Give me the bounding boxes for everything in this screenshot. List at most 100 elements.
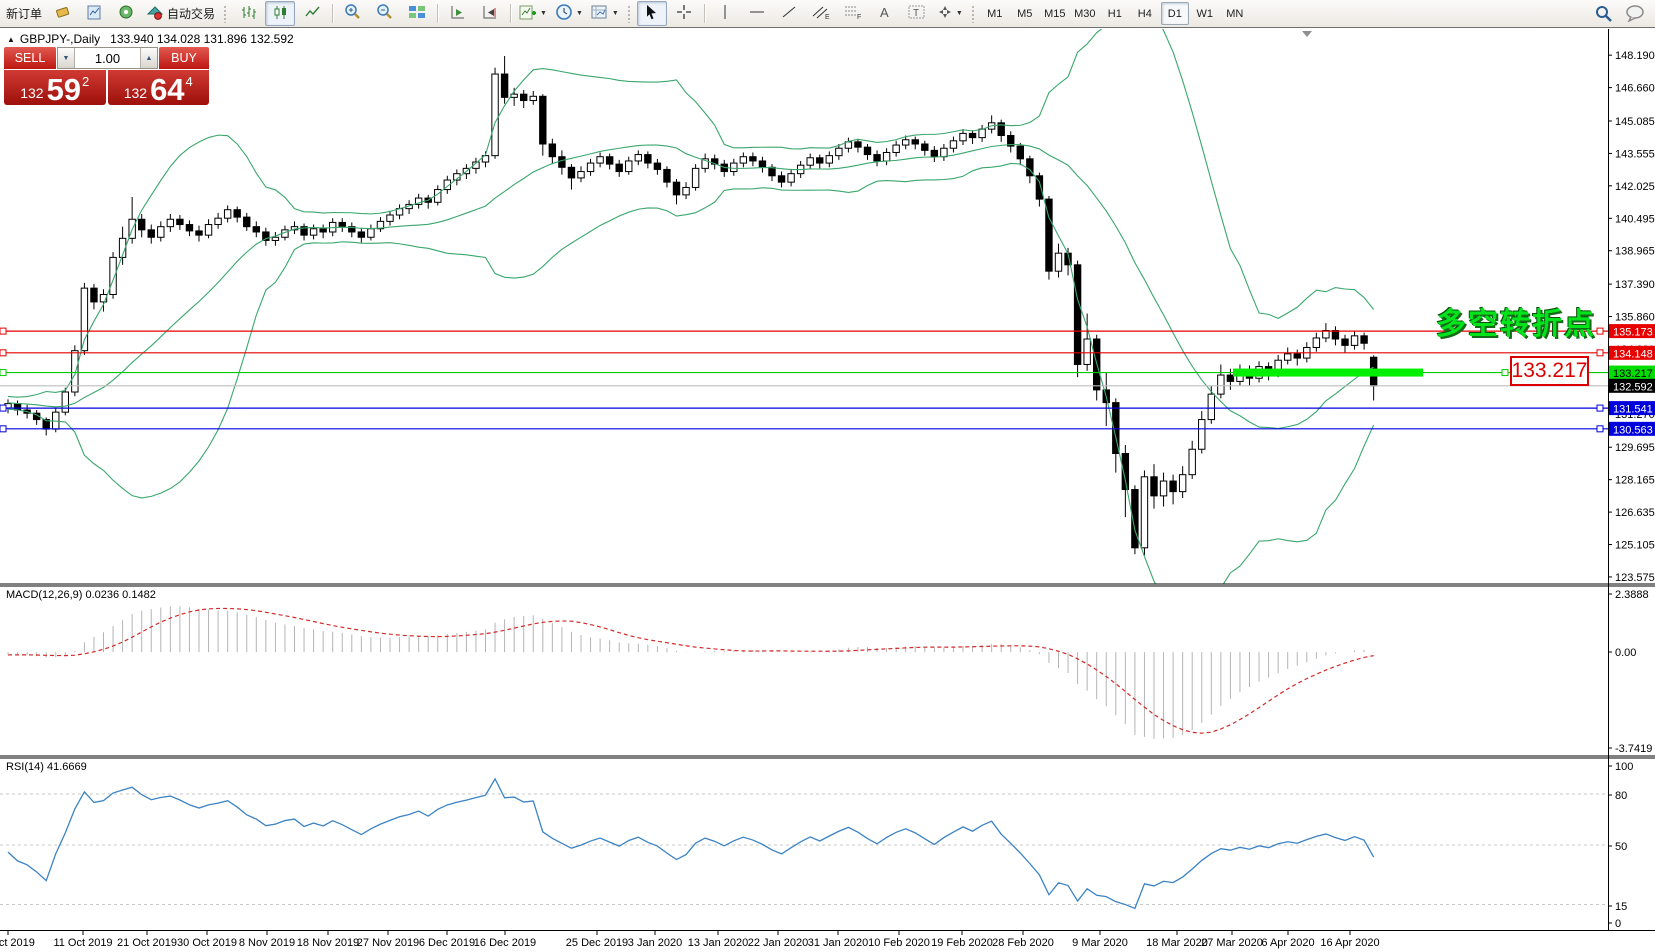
svg-text:0: 0: [1615, 918, 1621, 930]
hline-handle[interactable]: [0, 349, 7, 357]
toolbar-separator: [332, 4, 334, 23]
buy-button[interactable]: BUY: [159, 47, 209, 69]
hline-handle[interactable]: [1596, 425, 1604, 433]
chevron-down-icon: ▼: [575, 10, 583, 17]
hline-handle[interactable]: [1596, 404, 1604, 412]
svg-text:134.148: 134.148: [1613, 348, 1653, 360]
bollinger-lower-band: [7, 162, 1375, 584]
indicators-button[interactable]: ▼: [516, 1, 550, 26]
cursor-icon: [644, 4, 659, 23]
tab-timeframe-h4[interactable]: H4: [1137, 7, 1152, 20]
fibonacci-tool-button[interactable]: F: [838, 1, 868, 26]
svg-text:6 Apr 2020: 6 Apr 2020: [1261, 937, 1314, 949]
chart-shift-button[interactable]: [475, 1, 505, 26]
hline-handle[interactable]: [0, 369, 7, 377]
label-tool-button[interactable]: T: [902, 1, 932, 26]
chevron-down-icon: ▼: [611, 10, 619, 17]
profiles-button[interactable]: [79, 1, 109, 26]
vline-tool-button[interactable]: [710, 1, 740, 26]
sell-button[interactable]: SELL: [4, 47, 56, 69]
svg-text:135.860: 135.860: [1615, 312, 1655, 324]
svg-text:3 Jan 2020: 3 Jan 2020: [628, 937, 682, 949]
price-badge-133.217: [1609, 365, 1655, 380]
tab-timeframe-w1[interactable]: W1: [1196, 7, 1214, 20]
arrows-icon: [937, 4, 953, 23]
hline-handle[interactable]: [0, 425, 7, 433]
svg-text:25 Dec 2019: 25 Dec 2019: [566, 937, 628, 949]
macd-pane: [7, 606, 1375, 739]
cursor-tool-button[interactable]: [636, 1, 667, 26]
tab-timeframe-m15[interactable]: M15: [1044, 7, 1066, 20]
volume-increase-button[interactable]: ▲: [140, 48, 157, 68]
candlestick-button[interactable]: [265, 1, 296, 26]
autotrading-button[interactable]: 自动交易: [143, 1, 218, 26]
ohlc-bars-button[interactable]: [233, 1, 263, 26]
price-badge-135.173: [1609, 324, 1655, 339]
toolbar-grip: [626, 4, 632, 23]
hline-handle[interactable]: [0, 404, 7, 412]
tab-timeframe-m30[interactable]: M30: [1074, 7, 1096, 20]
templates-button[interactable]: ▼: [588, 1, 622, 26]
hline-handle[interactable]: [1596, 327, 1604, 335]
green-support-bar[interactable]: [1233, 368, 1423, 377]
zoom-in-icon: [344, 3, 362, 24]
sell-price-button[interactable]: 132 59 2: [4, 70, 106, 105]
volume-input[interactable]: [75, 48, 140, 68]
svg-text:28 Feb 2020: 28 Feb 2020: [992, 937, 1054, 949]
svg-text:80: 80: [1615, 790, 1627, 802]
svg-text:128.165: 128.165: [1615, 475, 1655, 487]
macd-signal-line: [7, 607, 1374, 734]
tab-timeframe-mn[interactable]: MN: [1226, 7, 1244, 20]
svg-text:9 Mar 2020: 9 Mar 2020: [1072, 937, 1128, 949]
arrows-tool-button[interactable]: ▼: [934, 1, 966, 26]
hline-handle[interactable]: [1596, 349, 1604, 357]
crosshair-tool-button[interactable]: [669, 1, 699, 26]
price-level-box[interactable]: 133.217: [1510, 356, 1589, 386]
search-button[interactable]: [1588, 2, 1618, 27]
turning-point-annotation[interactable]: 多空转折点: [1436, 307, 1596, 342]
hline-tool-button[interactable]: [742, 1, 772, 26]
svg-text:2 Oct 2019: 2 Oct 2019: [0, 937, 35, 949]
tab-timeframe-d1[interactable]: D1: [1160, 2, 1189, 25]
sell-price-big: 59: [46, 71, 82, 107]
buy-label: BUY: [171, 51, 197, 65]
add-indicator-icon: [519, 4, 537, 24]
buy-price-button[interactable]: 132 64 4: [107, 70, 209, 105]
channel-tool-button[interactable]: E: [806, 1, 836, 26]
text-tool-button[interactable]: A: [870, 1, 900, 26]
tab-timeframe-m5[interactable]: M5: [1017, 7, 1033, 20]
new-chart-button[interactable]: [47, 1, 77, 26]
volume-decrease-button[interactable]: ▼: [58, 48, 75, 68]
periods-button[interactable]: ▼: [552, 1, 586, 26]
chart-shift-marker[interactable]: [1302, 31, 1312, 37]
hline-handle[interactable]: [1501, 369, 1509, 377]
horizontal-line-objects: [0, 327, 1608, 433]
svg-text:18 Nov 2019: 18 Nov 2019: [297, 937, 359, 949]
shift-end-icon: [450, 4, 467, 23]
svg-text:2.3888: 2.3888: [1615, 589, 1649, 601]
auto-scroll-button[interactable]: [443, 1, 473, 26]
tab-timeframe-h1[interactable]: H1: [1107, 7, 1122, 20]
price-axis[interactable]: 148.190 146.660 145.085 143.555 142.025 140.4…: [1608, 50, 1655, 930]
label-icon: T: [908, 4, 926, 23]
volume-control: ▼ ▲: [57, 47, 158, 69]
collapse-trade-panel-arrow[interactable]: ▲: [7, 34, 15, 44]
zoom-in-button[interactable]: [338, 1, 368, 26]
hline-icon: [749, 6, 765, 21]
svg-text:132.592: 132.592: [1613, 381, 1653, 393]
line-chart-button[interactable]: [297, 1, 327, 26]
trendline-tool-button[interactable]: [774, 1, 804, 26]
zoom-out-button[interactable]: [370, 1, 400, 26]
svg-text:13 Jan 2020: 13 Jan 2020: [688, 937, 749, 949]
svg-text:148.190: 148.190: [1615, 50, 1655, 62]
hline-handle[interactable]: [0, 327, 7, 335]
chat-button[interactable]: [1620, 2, 1650, 27]
signals-button[interactable]: [111, 1, 141, 26]
new-order-button[interactable]: 新订单: [3, 1, 45, 26]
tile-windows-button[interactable]: [402, 1, 432, 26]
tab-timeframe-m1[interactable]: M1: [987, 7, 1003, 20]
price-badge-132.592: [1609, 378, 1655, 393]
svg-text:F: F: [857, 14, 861, 20]
